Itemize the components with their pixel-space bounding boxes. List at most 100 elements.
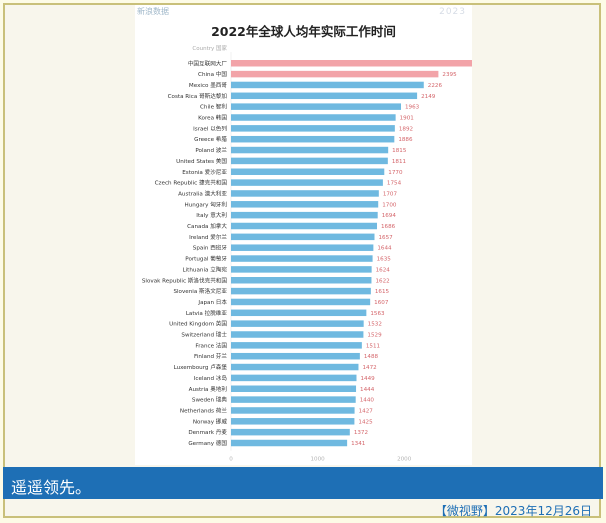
bar	[231, 352, 360, 360]
category-label: Portugal 葡萄牙	[185, 255, 227, 263]
category-label: Iceland 冰岛	[194, 374, 228, 382]
value-label: 1811	[392, 159, 407, 165]
category-label: 中国互联网大厂	[188, 59, 228, 67]
caption-text: 遥遥领先。	[11, 478, 92, 497]
value-label: 1686	[381, 224, 396, 230]
value-label: 1815	[392, 148, 407, 154]
value-label: 1444	[360, 387, 375, 393]
bar	[231, 168, 385, 175]
value-label: 1622	[375, 278, 389, 284]
category-label: Korea 韩国	[198, 114, 227, 122]
category-label: United States 美国	[176, 157, 227, 165]
bar	[231, 92, 418, 100]
bar	[231, 157, 388, 165]
bar	[231, 363, 359, 371]
value-label: 1449	[360, 376, 375, 382]
value-label: 1563	[370, 311, 385, 317]
value-label: 1892	[399, 126, 413, 132]
value-label: 1635	[377, 257, 392, 263]
bar	[231, 309, 367, 317]
bar	[231, 266, 372, 273]
bar	[231, 190, 379, 197]
value-label: 1472	[362, 365, 376, 371]
value-label: 2149	[421, 94, 436, 100]
category-label: Slovak Republic 斯洛伐克共和国	[142, 276, 228, 284]
bar	[231, 60, 472, 67]
bar	[231, 428, 350, 436]
category-label: Switzerland 瑞士	[181, 331, 227, 339]
bar	[231, 125, 395, 132]
value-label: 1886	[398, 137, 413, 143]
category-label: Austria 奥地利	[189, 385, 228, 393]
bar	[231, 439, 348, 447]
bar	[231, 222, 378, 230]
value-label: 1694	[382, 213, 397, 219]
category-label: Lithuania 立陶宛	[183, 265, 228, 273]
category-label: Czech Republic 捷克共和国	[155, 179, 228, 187]
category-label: Poland 波兰	[195, 146, 227, 154]
x-tick-label: 2000	[397, 457, 412, 463]
caption-bar: 遥遥领先。	[3, 467, 603, 499]
category-label: Finland 芬兰	[194, 352, 227, 360]
category-label: Japan 日本	[197, 298, 227, 306]
category-label: France 法国	[195, 341, 227, 349]
value-label: 1511	[366, 343, 381, 349]
chart-title: 2022年全球人均年实际工作时间	[211, 24, 396, 39]
category-label: Latvia 拉脱维亚	[186, 309, 228, 317]
bar	[231, 287, 371, 295]
bar	[231, 233, 375, 241]
x-tick-label: 1000	[310, 457, 325, 463]
category-label: Sweden 瑞典	[192, 396, 227, 404]
category-label: Slovenia 斯洛文尼亚	[173, 287, 227, 295]
value-label: 2395	[442, 72, 457, 78]
bar	[231, 407, 355, 414]
category-label: Greece 希腊	[194, 135, 227, 143]
category-label: United Kingdom 英国	[169, 320, 227, 328]
value-label: 1963	[405, 105, 420, 111]
bar	[231, 70, 439, 78]
value-label: 1615	[375, 289, 390, 295]
value-label: 1529	[367, 333, 382, 339]
bar	[231, 201, 379, 208]
category-label: Hungary 匈牙利	[185, 200, 228, 208]
bar	[231, 255, 373, 262]
category-header: Country 国家	[192, 44, 227, 52]
value-label: 1532	[368, 322, 382, 328]
bar	[231, 211, 378, 219]
category-label: Germany 德国	[188, 439, 227, 447]
category-label: Italy 意大利	[196, 211, 227, 219]
value-label: 1901	[400, 116, 415, 122]
chart-card: 新浪数据 2023 2022年全球人均年实际工作时间 Country 国家 中国互…	[135, 5, 472, 465]
source-line: 【微视野】2023年12月26日	[434, 504, 592, 518]
category-label: Mexico 墨西哥	[189, 82, 227, 89]
bar	[231, 342, 362, 349]
value-label: 1372	[354, 430, 368, 436]
category-label: Estonia 爱沙尼亚	[182, 168, 227, 176]
brand-logo: 新浪数据	[137, 7, 169, 16]
bar	[231, 244, 374, 251]
bar	[231, 396, 356, 403]
category-label: Australia 澳大利亚	[178, 189, 227, 197]
value-label: 1644	[377, 246, 392, 252]
bar	[231, 146, 389, 154]
value-label: 1700	[382, 202, 397, 208]
value-label: 1624	[376, 267, 391, 273]
category-label: Luxembourg 卢森堡	[174, 363, 228, 371]
bar	[231, 320, 364, 327]
category-label: Netherlands 荷兰	[180, 406, 227, 414]
value-label: 1440	[360, 398, 375, 404]
category-label: Denmark 丹麦	[188, 428, 227, 436]
category-label: China 中国	[198, 70, 227, 78]
bar-chart: Country 国家中国互联网大厂3600China 中国2395Mexico …	[142, 44, 472, 463]
category-label: Chile 智利	[200, 103, 227, 111]
value-label: 1425	[358, 419, 373, 425]
bar	[231, 179, 383, 186]
category-label: Spain 西班牙	[193, 244, 228, 252]
event-logo: 2023	[439, 7, 466, 17]
bar	[231, 114, 396, 121]
value-label: 1607	[374, 300, 389, 306]
bar	[231, 385, 357, 392]
value-label: 2226	[428, 83, 443, 89]
value-label: 1707	[383, 191, 398, 197]
category-label: Costa Rica 哥斯达黎加	[168, 92, 228, 100]
